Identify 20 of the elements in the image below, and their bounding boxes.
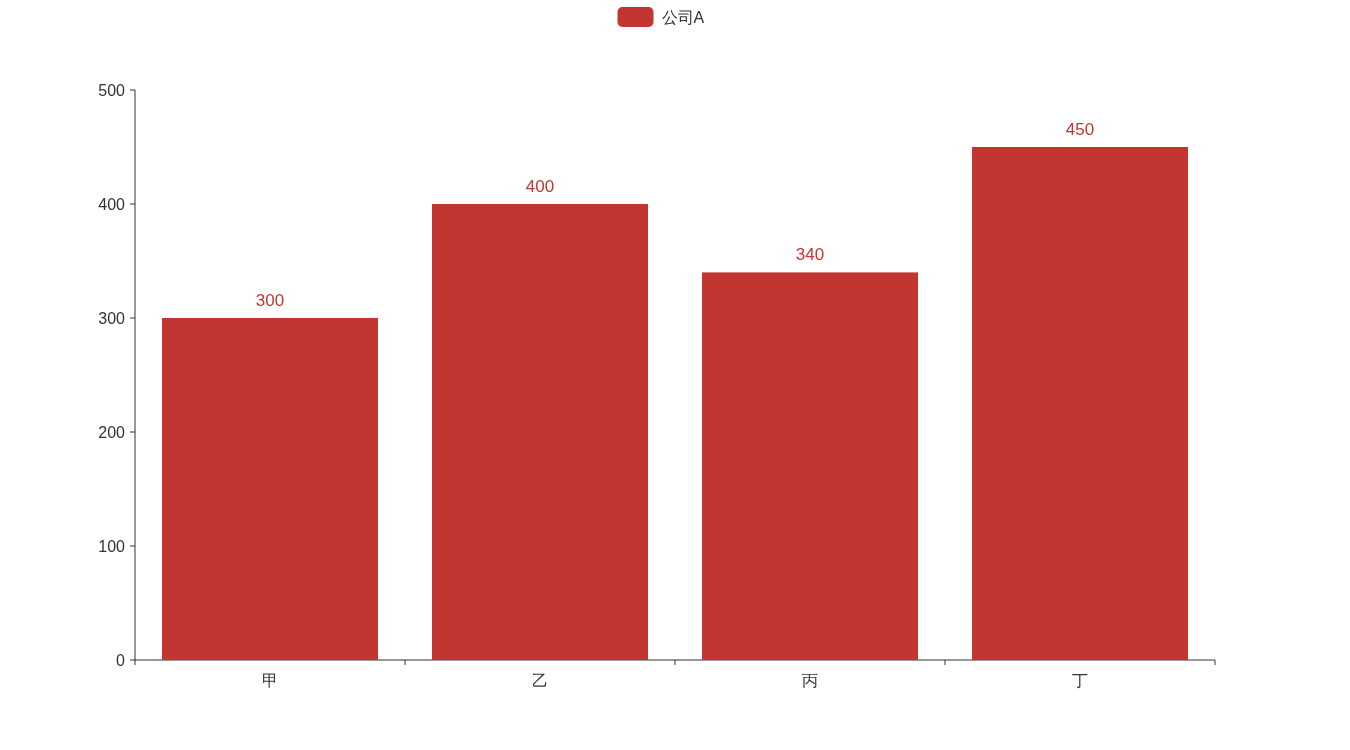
bar: [432, 204, 648, 660]
y-tick-label: 500: [98, 81, 126, 99]
bar: [162, 318, 378, 660]
x-tick-label: 丁: [1072, 671, 1088, 689]
x-tick-label: 乙: [532, 671, 548, 689]
y-tick-label: 200: [98, 423, 126, 441]
y-tick-label: 0: [116, 651, 126, 669]
data-label: 340: [795, 244, 825, 264]
bar: [972, 147, 1188, 660]
data-label: 300: [255, 290, 285, 310]
y-tick-label: 100: [98, 537, 126, 555]
data-label: 450: [1065, 119, 1095, 139]
x-tick-label: 丙: [802, 671, 818, 689]
legend: 公司A: [617, 7, 705, 27]
data-label: 400: [525, 176, 555, 196]
bar: [702, 272, 918, 660]
x-tick-label: 甲: [262, 671, 278, 689]
y-tick-label: 300: [98, 309, 126, 327]
legend-label: 公司A: [661, 8, 705, 26]
y-tick-label: 400: [98, 195, 126, 213]
